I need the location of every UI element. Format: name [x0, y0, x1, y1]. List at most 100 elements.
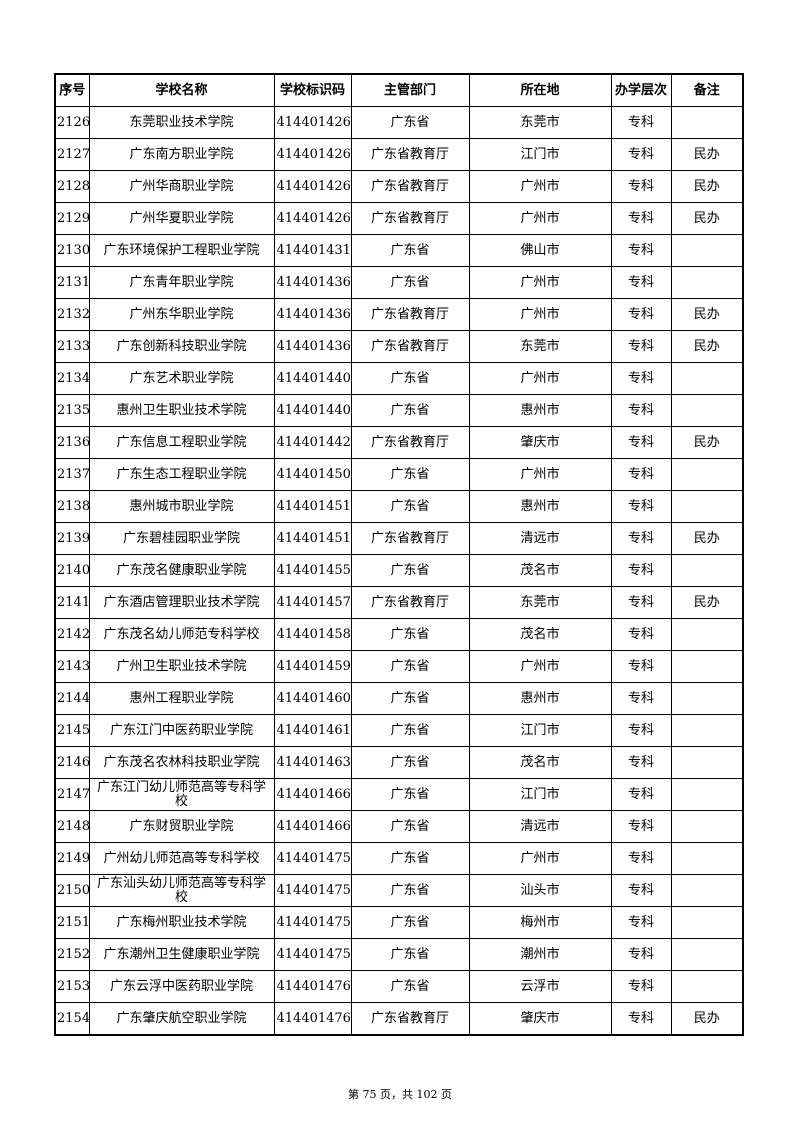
school-code-cell: 4144014638	[273, 746, 352, 779]
location-cell: 江门市	[468, 138, 612, 171]
level-cell: 专科	[610, 1002, 672, 1036]
authority-cell: 广东省	[350, 810, 470, 843]
index-cell: 2154	[54, 1002, 90, 1036]
index-cell: 2129	[54, 202, 90, 235]
location-cell: 茂名市	[468, 554, 612, 587]
location-cell: 肇庆市	[468, 1002, 612, 1036]
school-name-cell: 广东梅州职业技术学院	[88, 906, 275, 939]
table-row: 2130 广东环境保护工程职业学院 4144014311 广东省 佛山市 专科	[54, 234, 744, 267]
authority-cell: 广东省	[350, 490, 470, 523]
location-cell: 肇庆市	[468, 426, 612, 459]
level-cell: 专科	[610, 618, 672, 651]
location-cell: 茂名市	[468, 746, 612, 779]
location-cell: 东莞市	[468, 330, 612, 363]
remarks-cell	[670, 106, 744, 139]
table-body: 2126 东莞职业技术学院 4144014263 广东省 东莞市 专科 2127 广东南方职业…	[54, 106, 744, 1036]
location-cell: 汕头市	[468, 874, 612, 907]
location-cell: 云浮市	[468, 970, 612, 1003]
remarks-cell	[670, 266, 744, 299]
index-cell: 2143	[54, 650, 90, 683]
authority-cell: 广东省	[350, 266, 470, 299]
remarks-cell	[670, 874, 744, 907]
remarks-cell: 民办	[670, 586, 744, 619]
school-name-cell: 广东茂名幼儿师范专科学校	[88, 618, 275, 651]
school-code-cell: 4144014759	[273, 938, 352, 971]
level-cell: 专科	[610, 554, 672, 587]
index-cell: 2149	[54, 842, 90, 875]
authority-cell: 广东省教育厅	[350, 426, 470, 459]
school-code-cell: 4144014511	[273, 522, 352, 555]
table-row: 2141 广东酒店管理职业技术学院 4144014572 广东省教育厅 东莞市 专科 民办	[54, 586, 744, 619]
index-cell: 2138	[54, 490, 90, 523]
school-code-cell: 4144014758	[273, 906, 352, 939]
header-school-name: 学校名称	[88, 73, 275, 107]
school-name-cell: 广东创新科技职业学院	[88, 330, 275, 363]
index-cell: 2139	[54, 522, 90, 555]
authority-cell: 广东省	[350, 682, 470, 715]
school-code-cell: 4144014664	[273, 778, 352, 811]
remarks-cell	[670, 618, 744, 651]
header-school-code: 学校标识码	[273, 73, 352, 107]
remarks-cell	[670, 938, 744, 971]
authority-cell: 广东省教育厅	[350, 170, 470, 203]
index-cell: 2135	[54, 394, 90, 427]
header-remarks: 备注	[670, 73, 744, 107]
authority-cell: 广东省	[350, 874, 470, 907]
location-cell: 广州市	[468, 170, 612, 203]
index-cell: 2134	[54, 362, 90, 395]
table-row: 2147 广东江门幼儿师范高等专科学校 4144014664 广东省 江门市 专科	[54, 778, 744, 811]
level-cell: 专科	[610, 490, 672, 523]
school-code-cell: 4144014609	[273, 682, 352, 715]
table-row: 2138 惠州城市职业学院 4144014510 广东省 惠州市 专科	[54, 490, 744, 523]
authority-cell: 广东省教育厅	[350, 330, 470, 363]
location-cell: 广州市	[468, 266, 612, 299]
level-cell: 专科	[610, 170, 672, 203]
school-code-cell: 4144014263	[273, 106, 352, 139]
authority-cell: 广东省	[350, 106, 470, 139]
authority-cell: 广东省	[350, 618, 470, 651]
index-cell: 2130	[54, 234, 90, 267]
location-cell: 惠州市	[468, 394, 612, 427]
school-name-cell: 广东青年职业学院	[88, 266, 275, 299]
school-name-cell: 广东云浮中医药职业学院	[88, 970, 275, 1003]
authority-cell: 广东省教育厅	[350, 522, 470, 555]
remarks-cell	[670, 554, 744, 587]
level-cell: 专科	[610, 298, 672, 331]
authority-cell: 广东省	[350, 938, 470, 971]
authority-cell: 广东省	[350, 970, 470, 1003]
index-cell: 2146	[54, 746, 90, 779]
school-code-cell: 4144014311	[273, 234, 352, 267]
school-name-cell: 广东潮州卫生健康职业学院	[88, 938, 275, 971]
table-row: 2129 广州华夏职业学院 4144014268 广东省教育厅 广州市 专科 民办	[54, 202, 744, 235]
location-cell: 清远市	[468, 522, 612, 555]
level-cell: 专科	[610, 330, 672, 363]
table-row: 2126 东莞职业技术学院 4144014263 广东省 东莞市 专科	[54, 106, 744, 139]
authority-cell: 广东省	[350, 650, 470, 683]
location-cell: 潮州市	[468, 938, 612, 971]
authority-cell: 广东省	[350, 458, 470, 491]
level-cell: 专科	[610, 394, 672, 427]
level-cell: 专科	[610, 842, 672, 875]
school-name-cell: 广东肇庆航空职业学院	[88, 1002, 275, 1036]
remarks-cell	[670, 458, 744, 491]
level-cell: 专科	[610, 746, 672, 779]
remarks-cell	[670, 906, 744, 939]
school-name-cell: 广东艺术职业学院	[88, 362, 275, 395]
level-cell: 专科	[610, 778, 672, 811]
school-name-cell: 广东生态工程职业学院	[88, 458, 275, 491]
table-row: 2127 广东南方职业学院 4144014265 广东省教育厅 江门市 专科 民办	[54, 138, 744, 171]
table-row: 2154 广东肇庆航空职业学院 4144014761 广东省教育厅 肇庆市 专科 民办	[54, 1002, 744, 1036]
school-name-cell: 广东信息工程职业学院	[88, 426, 275, 459]
header-level: 办学层次	[610, 73, 672, 107]
remarks-cell: 民办	[670, 298, 744, 331]
school-name-cell: 广东环境保护工程职业学院	[88, 234, 275, 267]
location-cell: 广州市	[468, 458, 612, 491]
school-code-cell: 4144014757	[273, 874, 352, 907]
authority-cell: 广东省	[350, 746, 470, 779]
school-name-cell: 广东碧桂园职业学院	[88, 522, 275, 555]
table-row: 2133 广东创新科技职业学院 4144014363 广东省教育厅 东莞市 专科 民办	[54, 330, 744, 363]
level-cell: 专科	[610, 138, 672, 171]
remarks-cell	[670, 778, 744, 811]
remarks-cell: 民办	[670, 138, 744, 171]
school-code-cell: 4144014362	[273, 298, 352, 331]
